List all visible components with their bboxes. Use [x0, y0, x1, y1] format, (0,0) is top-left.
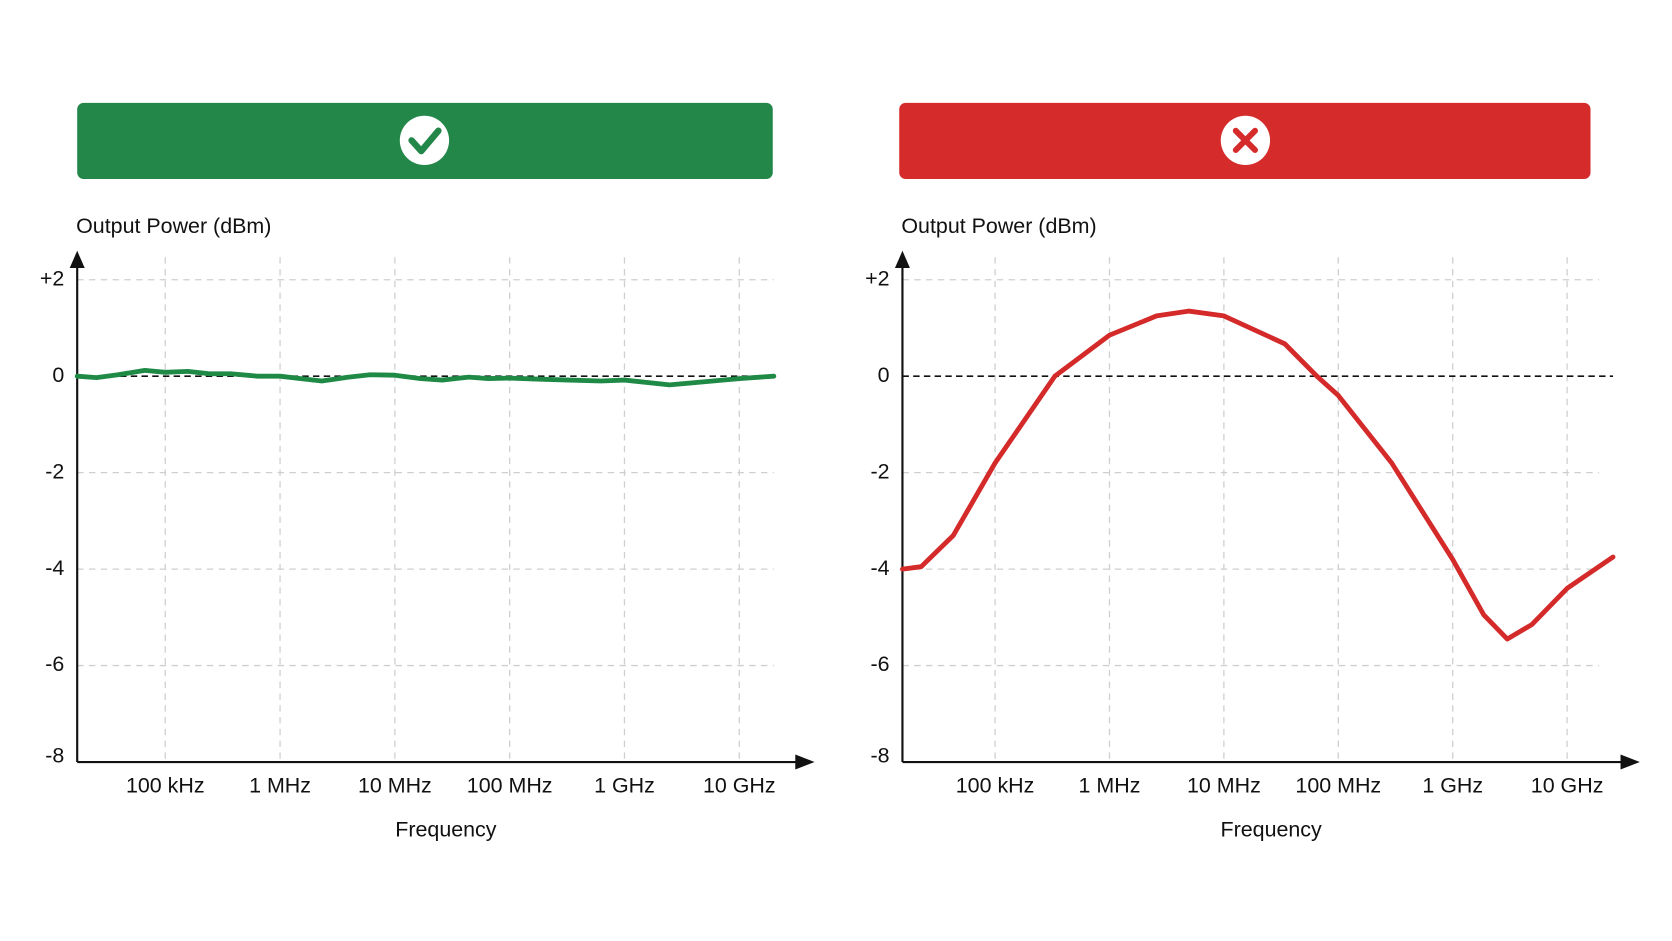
check-icon	[399, 115, 450, 166]
x-axis-label: Frequency	[1221, 817, 1322, 841]
y-tick-label: -4	[45, 556, 64, 580]
pass-banner	[77, 102, 773, 179]
y-tick-label: -2	[871, 459, 890, 483]
x-tick-label: 10 MHz	[358, 773, 432, 797]
x-tick-label: 1 MHz	[249, 773, 311, 797]
x-axis-label: Frequency	[395, 817, 496, 841]
y-tick-label: -6	[45, 652, 64, 676]
x-tick-label: 10 MHz	[1187, 773, 1261, 797]
data-line	[900, 308, 1616, 642]
x-tick-label: 1 MHz	[1079, 773, 1141, 797]
y-tick-label: -8	[45, 743, 64, 767]
check-mark	[408, 127, 442, 155]
fail-banner	[899, 102, 1591, 179]
x-tick-label: 10 GHz	[1531, 773, 1604, 797]
x-tick-label: 1 GHz	[1422, 773, 1483, 797]
x-tick-label: 10 GHz	[703, 773, 776, 797]
x-tick-label: 100 MHz	[1295, 773, 1381, 797]
y-tick-label: +2	[865, 266, 889, 290]
y-axis-label: Output Power (dBm)	[76, 214, 271, 238]
x-tick-label: 1 GHz	[594, 773, 655, 797]
y-tick-label: 0	[878, 363, 890, 387]
x-axis-arrow	[795, 754, 815, 770]
x-tick-label: 100 kHz	[956, 773, 1035, 797]
y-axis-arrow	[69, 250, 85, 268]
data-line	[74, 367, 777, 388]
y-tick-label: -6	[871, 652, 890, 676]
y-axis-label: Output Power (dBm)	[901, 214, 1096, 238]
y-tick-label: -8	[871, 743, 890, 767]
y-tick-label: 0	[52, 363, 64, 387]
x-axis-arrow	[1620, 754, 1640, 770]
y-tick-label: +2	[40, 266, 64, 290]
x-tick-label: 100 kHz	[126, 773, 205, 797]
cross-mark	[1232, 127, 1259, 153]
y-tick-label: -2	[45, 459, 64, 483]
y-tick-label: -4	[871, 556, 890, 580]
x-tick-label: 100 MHz	[467, 773, 553, 797]
y-axis-arrow	[894, 250, 910, 268]
